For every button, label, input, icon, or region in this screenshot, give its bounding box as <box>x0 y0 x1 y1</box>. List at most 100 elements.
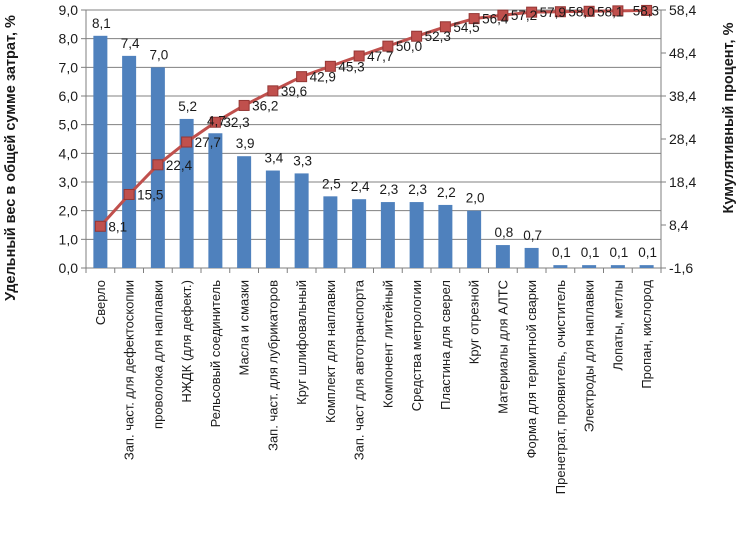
bar-value-label: 0,8 <box>494 225 513 240</box>
line-marker <box>583 5 595 17</box>
x-category-label: Рельсовый соединитель <box>208 280 223 428</box>
x-category-label: Средства метрологии <box>409 280 424 411</box>
right-axis-tick-label: 38,4 <box>669 88 696 104</box>
left-axis-tick-label: 3,0 <box>59 174 79 190</box>
bar-value-label: 2,4 <box>351 179 370 194</box>
left-axis-tick-label: 2,0 <box>59 203 79 219</box>
bar-value-label: 4,7 <box>207 113 226 128</box>
left-axis-tick-label: 5,0 <box>59 117 79 133</box>
bar <box>495 245 510 268</box>
bar-value-label: 0,1 <box>638 245 657 260</box>
right-axis-tick-label: 58,4 <box>669 2 696 18</box>
line-value-label: 57,2 <box>511 8 537 23</box>
line-marker <box>382 40 394 52</box>
bar <box>639 265 654 268</box>
bar <box>380 202 395 268</box>
line-marker <box>209 116 221 128</box>
line-value-label: 58,0 <box>568 5 594 20</box>
right-axis-tick-label: 48,4 <box>669 45 696 61</box>
left-axis-tick-label: 4,0 <box>59 145 79 161</box>
line-value-label: 15,5 <box>137 187 163 202</box>
bar <box>208 133 223 268</box>
left-axis-tick-label: 8,0 <box>59 31 79 47</box>
bar-value-label: 3,9 <box>236 136 255 151</box>
x-category-label: Зап. част. для лубрикаторов <box>265 280 280 451</box>
left-axis-tick-label: 7,0 <box>59 59 79 75</box>
x-category-label: Круг шлифовальный <box>294 280 309 405</box>
cumulative-line-layer <box>94 4 653 232</box>
bar <box>409 202 424 268</box>
line-marker <box>612 5 624 17</box>
x-category-label: Материалы для АЛТС <box>495 280 510 414</box>
x-category-label: Пропан, кислород <box>639 280 654 389</box>
bar <box>93 35 108 268</box>
axis-title-left: Удельный вес в общей сумме затрат, % <box>3 15 19 301</box>
right-axis-tick-label: 8,4 <box>669 217 689 233</box>
line-marker <box>94 220 106 232</box>
bar <box>323 196 338 268</box>
bar-value-label: 2,2 <box>437 185 456 200</box>
line-value-label: 58,3 <box>633 3 659 18</box>
bar-value-label: 3,4 <box>264 151 283 166</box>
bars-layer <box>93 35 654 268</box>
left-axis-tick-label: 6,0 <box>59 88 79 104</box>
bar <box>122 55 137 268</box>
line-marker <box>641 4 653 16</box>
bar <box>524 247 539 268</box>
line-marker <box>526 6 538 18</box>
line-value-label: 8,1 <box>108 219 127 234</box>
line-value-label: 58,1 <box>597 4 623 19</box>
x-category-label: Комплект для наплавки <box>323 280 338 423</box>
line-value-label: 32,3 <box>223 115 249 130</box>
bar-value-label: 2,5 <box>322 176 341 191</box>
line-marker <box>554 6 566 18</box>
line-value-label: 52,3 <box>425 29 451 44</box>
line-marker <box>411 30 423 42</box>
bar-value-label: 5,2 <box>178 99 197 114</box>
bar <box>265 170 280 268</box>
x-category-label: Сверло <box>93 280 108 325</box>
bar-value-label: 0,7 <box>523 228 542 243</box>
x-category-label: Компонент литейный <box>380 280 395 408</box>
x-category-label: Форма для термитной сварки <box>524 280 539 458</box>
line-marker <box>439 21 451 33</box>
left-axis-tick-label: 0,0 <box>59 260 79 276</box>
bar-value-label: 2,3 <box>379 182 398 197</box>
x-category-label: Масла и смазки <box>237 280 252 375</box>
x-category-label: НЖДК (для дефект.) <box>179 280 194 403</box>
line-value-label: 50,0 <box>396 39 422 54</box>
x-category-label: проволока для наплавки <box>150 280 165 429</box>
bar <box>237 156 252 268</box>
bar-value-label: 0,1 <box>581 245 600 260</box>
bar-value-label: 3,3 <box>293 153 312 168</box>
line-value-label: 56,4 <box>482 12 509 27</box>
line-marker <box>123 188 135 200</box>
bar <box>610 265 625 268</box>
gridlines-layer <box>86 9 661 240</box>
bar <box>553 265 568 268</box>
bar <box>179 118 194 268</box>
line-value-label: 54,5 <box>453 20 479 35</box>
line-marker <box>468 13 480 25</box>
line-marker <box>152 159 164 171</box>
line-value-label: 45,3 <box>338 59 364 74</box>
bar <box>467 210 482 268</box>
line-value-label: 36,2 <box>252 98 278 113</box>
right-axis-tick-label: -1,6 <box>669 260 693 276</box>
line-marker <box>238 99 250 111</box>
x-category-label: Зап. част для автотранспорта <box>352 279 367 460</box>
left-axis-tick-label: 1,0 <box>59 231 79 247</box>
x-category-label: Пластина для сверел <box>438 280 453 410</box>
line-marker <box>324 60 336 72</box>
line-value-label: 22,4 <box>166 158 193 173</box>
bar-value-label: 8,1 <box>92 16 111 31</box>
bar-value-label: 7,0 <box>149 47 168 62</box>
line-marker <box>497 9 509 21</box>
line-value-label: 42,9 <box>310 70 336 85</box>
line-value-label: 47,7 <box>367 49 393 64</box>
bar <box>294 173 309 268</box>
bar-value-label: 0,1 <box>609 245 628 260</box>
x-category-label: Электроды для наплавки <box>582 280 597 432</box>
